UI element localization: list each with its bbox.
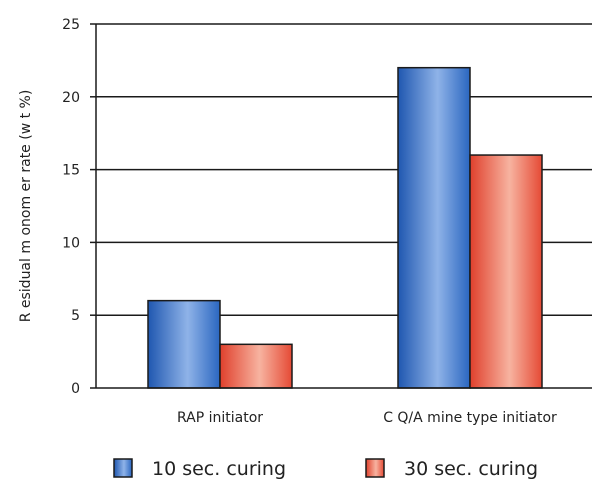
y-axis-title: R esidual m onom er rate (w t %) bbox=[18, 90, 34, 323]
bar-30s-cqa bbox=[469, 154, 543, 389]
y-tick-label-10: 10 bbox=[62, 235, 80, 251]
y-tick-label-15: 15 bbox=[62, 163, 80, 179]
category-labels: RAP initiator C Q/A mine type initiator bbox=[177, 410, 557, 426]
y-tick-labels: 0 5 10 15 20 25 bbox=[62, 17, 80, 397]
axes bbox=[90, 23, 592, 389]
y-tick-label-0: 0 bbox=[71, 381, 80, 397]
y-tick-label-25: 25 bbox=[62, 17, 80, 33]
category-label-1: C Q/A mine type initiator bbox=[383, 410, 557, 426]
bar-10s-cqa bbox=[397, 66, 471, 389]
legend-label-1: 30 sec. curing bbox=[404, 458, 538, 480]
bars bbox=[147, 66, 543, 389]
bar-10s-rap bbox=[147, 299, 221, 389]
legend-swatch-0 bbox=[113, 458, 133, 478]
y-tick-label-20: 20 bbox=[62, 90, 80, 106]
legend-swatch-1 bbox=[365, 458, 385, 478]
legend-label-0: 10 sec. curing bbox=[152, 458, 286, 480]
bar-30s-rap bbox=[219, 343, 293, 389]
y-tick-label-5: 5 bbox=[71, 308, 80, 324]
category-label-0: RAP initiator bbox=[177, 410, 263, 426]
legend: 10 sec. curing 30 sec. curing bbox=[113, 458, 538, 480]
